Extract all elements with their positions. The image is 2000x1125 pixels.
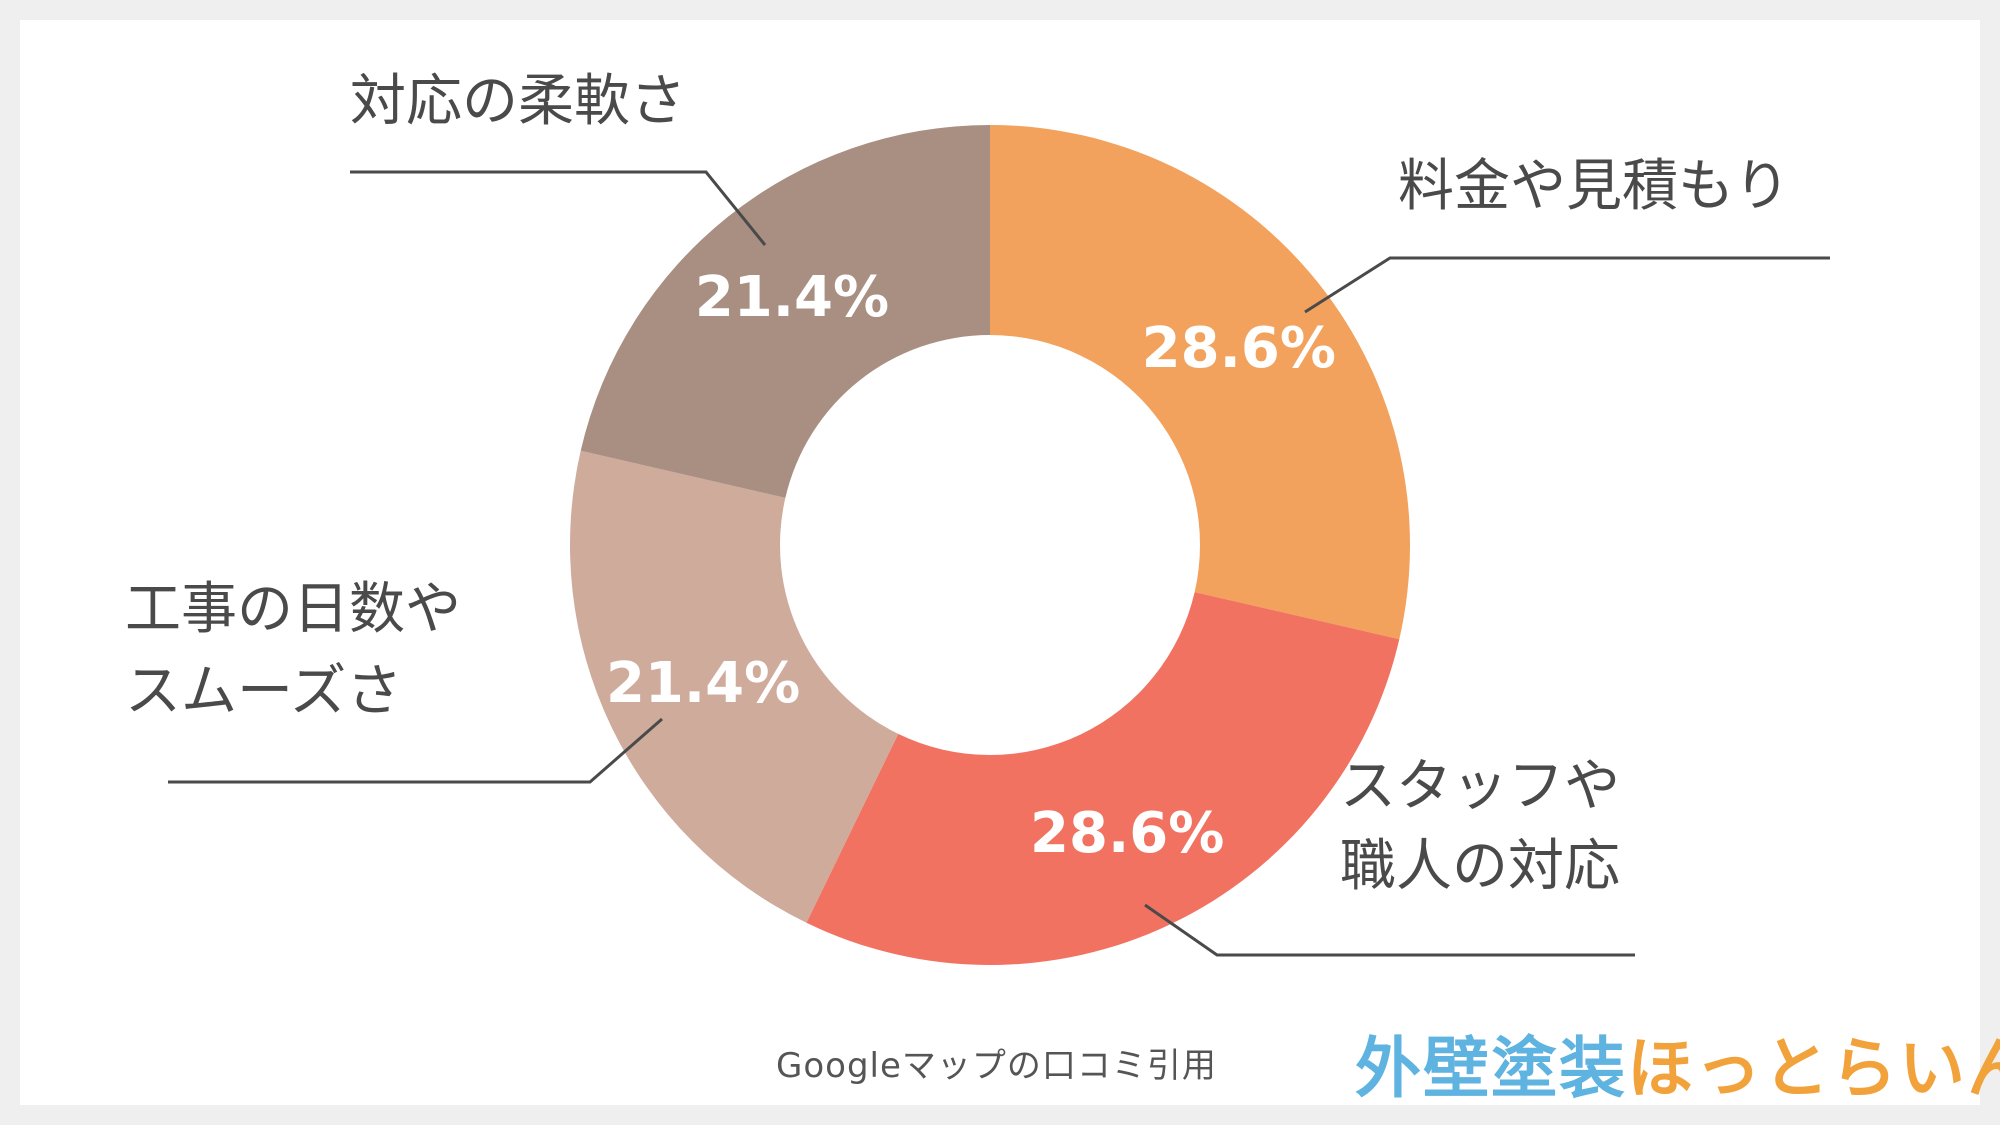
slice-value-label-1: 28.6% xyxy=(1030,801,1224,866)
slice-category-label-1-line-1: 職人の対応 xyxy=(1340,834,1620,899)
leader-line-3 xyxy=(350,170,767,246)
donut-slice-1 xyxy=(806,592,1400,965)
slice-category-label-0-line-0: 料金や見積もり xyxy=(1398,154,1790,219)
leader-line-0 xyxy=(1304,256,1830,314)
slice-value-label-0: 28.6% xyxy=(1142,316,1336,381)
logo-text-part2: ほっとらいん xyxy=(1627,1030,2000,1107)
slice-category-label-1-line-0: スタッフや xyxy=(1340,754,1620,819)
slice-category-label-3-line-0: 対応の柔軟さ xyxy=(350,69,686,134)
slice-value-label-3: 21.4% xyxy=(695,265,889,330)
donut-slice-2 xyxy=(570,450,899,923)
brand-logo: 外壁塗装ほっとらいん xyxy=(1355,1015,2000,1111)
leader-line-1 xyxy=(1144,903,1635,957)
slice-value-label-2: 21.4% xyxy=(606,651,800,716)
donut-slice-3 xyxy=(580,125,990,498)
slice-category-label-2-line-0: 工事の日数や xyxy=(125,577,461,642)
slice-category-label-2-line-1: スムーズさ xyxy=(125,659,402,724)
source-note: Googleマップの口コミ引用 xyxy=(776,1046,1217,1086)
leader-line-2 xyxy=(168,717,663,784)
logo-text-part1: 外壁塗装 xyxy=(1355,1030,1627,1107)
donut-slice-0 xyxy=(990,125,1410,640)
chart-card: 28.6% 料金や見積もり 28.6% スタッフや職人の対応 21.4% 工事の日数や スム… xyxy=(20,20,2000,1107)
